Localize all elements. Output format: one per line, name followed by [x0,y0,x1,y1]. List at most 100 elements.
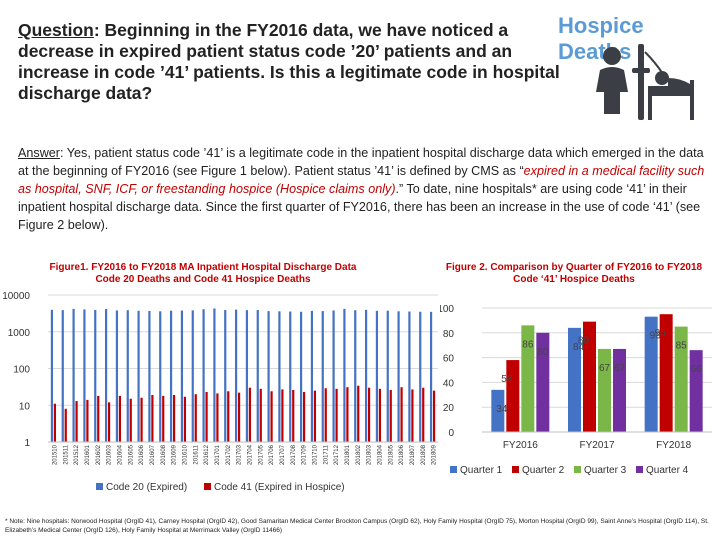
fig2-legend-swatch [450,466,457,473]
fig1-y-tick-label: 10000 [2,291,30,302]
fig1-bar-code20 [202,309,205,442]
fig2-data-label: 67 [614,363,626,374]
fig2-data-label: 89 [578,336,590,347]
fig1-bar-code41 [411,389,414,442]
fig1-bar-code20 [104,309,108,442]
fig1-bar-code20 [115,310,119,442]
fig1-bar-code41 [432,390,436,442]
fig1-bar-code41 [237,392,241,442]
fig1-bar-code20 [364,309,368,442]
fig1-bar-code20 [299,311,303,442]
fig1-bar-code41 [216,393,219,442]
fig1-bar-code20 [224,310,227,442]
fig1-x-tick-label: 201801 [345,444,351,465]
fig2-legend-label: Quarter 4 [646,465,689,476]
fig1-bar-code20 [234,309,238,442]
fig1-bar-code41 [378,388,382,442]
fig2-data-label: 85 [676,341,688,352]
fig2-x-tick-label: FY2018 [656,440,691,451]
fig2-data-label: 93 [650,331,662,342]
fig2-data-label: 84 [573,342,585,353]
fig1-bar-code20 [61,310,64,442]
fig1-bar-code41 [172,395,176,442]
fig1-bar-code41 [183,396,187,442]
fig1-bar-code20 [267,311,270,442]
answer-body-1: : Yes, patient status code ’41’ is a leg… [18,146,704,178]
fig1-bar-code20 [386,310,389,442]
fig1-bar-code41 [324,388,327,442]
fig1-x-tick-label: 201707 [280,444,286,465]
fig1-bar-code41 [129,398,132,442]
fig1-legend-label: Code 41 (Expired in Hospice) [214,482,345,493]
fig1-bar-code41 [194,394,197,442]
fig1-bar-code20 [429,311,433,442]
fig1-bar-code20 [332,310,335,442]
fig1-bar-code20 [191,310,194,442]
answer-label: Answer [18,146,60,160]
fig1-bar-code20 [278,311,281,442]
fig1-x-tick-label: 201806 [399,444,405,465]
fig1-bar-code41 [422,387,425,442]
fig1-bar-code41 [302,391,306,442]
fig1-bar-code41 [248,387,252,442]
fig1-x-tick-label: 201612 [204,444,210,465]
fig1-bar-code20 [343,308,346,442]
fig2-x-tick-label: FY2017 [579,440,614,451]
fig1-x-tick-label: 201606 [139,444,145,465]
answer-text: Answer: Yes, patient status code ’41’ is… [18,144,713,234]
fig1-bar-code20 [321,311,324,442]
fig1-bar-code20 [408,311,411,442]
fig1-x-tick-label: 201611 [193,444,199,464]
fig1-y-tick-label: 1 [24,438,30,449]
fig1-x-tick-label: 201712 [334,444,340,465]
fig1-x-tick-label: 201711 [323,444,329,464]
fig1-x-tick-label: 201710 [312,444,318,465]
fig1-x-tick-label: 201610 [182,444,188,465]
fig1-bar-code20 [419,311,422,442]
fig2-legend-swatch [636,466,643,473]
fig1-bar-code41 [140,397,143,442]
fig1-x-tick-label: 201605 [128,444,134,465]
fig1-bar-code41 [367,387,371,442]
fig1-bar-code41 [64,408,67,442]
figure2-title: Figure 2. Comparison by Quarter of FY201… [445,262,703,285]
fig1-bar-code20 [83,309,86,442]
fig1-bar-code41 [313,390,317,442]
fig1-bar-code20 [180,310,184,442]
fig1-legend-swatch [96,483,103,490]
question-body: : Beginning in the FY2016 data, we have … [18,20,560,103]
fig1-x-tick-label: 201704 [247,444,253,465]
fig1-bar-code20 [245,310,249,442]
fig1-x-tick-label: 201602 [96,444,102,465]
fig1-bar-code41 [53,403,57,442]
fig2-y-tick-label: 20 [443,403,455,414]
fig1-x-tick-label: 201705 [258,444,264,465]
fig1-bar-code20 [289,311,292,442]
fig1-bar-code20 [126,310,129,442]
fig1-bar-code41 [227,391,230,442]
fig1-x-tick-label: 201601 [85,444,91,465]
fig1-x-tick-label: 201805 [388,444,394,465]
fig2-bar [568,327,581,432]
fig1-x-tick-label: 201708 [291,444,297,465]
fig1-bar-code41 [400,387,403,442]
hospice-bed-icon [596,44,694,120]
fig2-bar [491,389,505,432]
fig1-bar-code41 [389,389,392,442]
fig1-legend-label: Code 20 (Expired) [106,482,187,493]
fig2-x-tick-label: FY2016 [503,440,538,451]
fig2-data-label: 58 [501,374,513,385]
fig2-data-label: 86 [522,339,534,350]
fig1-y-tick-label: 1000 [8,328,31,339]
fig1-bar-code20 [310,310,314,442]
fig2-legend-swatch [512,466,519,473]
fig2-bar [598,348,611,432]
fig2-legend-swatch [574,466,581,473]
fig1-bar-code41 [86,399,89,442]
fig2-bar [521,325,535,432]
fig1-bar-code20 [94,309,97,442]
fig1-bar-code20 [50,309,54,442]
fig2-bar [674,326,688,432]
fig1-bar-code41 [205,391,208,442]
